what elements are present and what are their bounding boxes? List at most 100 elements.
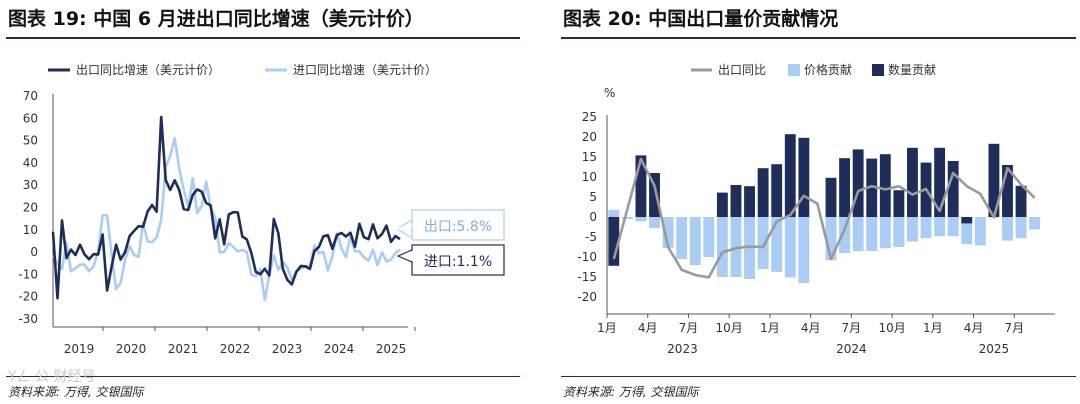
right-y-tick-label: -10 — [577, 250, 597, 264]
legend-import-label: 进口同比增速（美元计价） — [293, 63, 437, 77]
left-y-tick-label: 0 — [30, 245, 38, 259]
volume-contribution-bar — [934, 147, 946, 217]
legend-export-label: 出口同比增速（美元计价） — [76, 63, 220, 77]
volume-contribution-bar — [988, 143, 1000, 217]
right-bars — [608, 134, 1041, 283]
price-contribution-bar — [730, 217, 742, 277]
price-contribution-bar — [771, 217, 783, 272]
volume-contribution-bar — [771, 164, 783, 217]
volume-contribution-bar — [1002, 165, 1013, 217]
left-y-tick-label: -30 — [18, 312, 38, 326]
price-contribution-bar — [608, 209, 620, 217]
volume-contribution-bar — [608, 217, 620, 266]
price-contribution-bar — [825, 217, 837, 261]
volume-contribution-bar — [757, 168, 769, 217]
left-y-tick-label: 40 — [23, 156, 38, 170]
left-x-tick-label: 2025 — [376, 342, 407, 356]
price-contribution-bar — [1015, 217, 1027, 239]
price-contribution-bar — [649, 217, 660, 229]
left-x-tick-label: 2021 — [168, 342, 199, 356]
right-x-tick-label: 7月 — [1004, 321, 1024, 335]
right-y-tick-label: 0 — [589, 210, 597, 224]
volume-contribution-bar — [839, 158, 851, 217]
right-source-rule — [561, 376, 1076, 377]
legend-price-label: 价格贡献 — [804, 62, 852, 77]
price-contribution-bar — [839, 217, 851, 253]
left-x-tick-label: 2020 — [116, 342, 147, 356]
left-y-tick-label: 70 — [23, 89, 38, 103]
right-y-tick-label: -15 — [577, 270, 597, 284]
left-legend: 出口同比增速（美元计价） 进口同比增速（美元计价） — [48, 63, 437, 77]
legend-volume-label: 数量贡献 — [888, 62, 936, 77]
price-contribution-bar — [866, 217, 878, 251]
volume-contribution-bar — [744, 186, 755, 217]
volume-contribution-bar — [730, 185, 742, 217]
right-x-tick-label: 10月 — [878, 321, 905, 335]
right-y-tick-label: -5 — [585, 230, 597, 244]
left-y-tick-label: 50 — [23, 134, 38, 148]
right-year-label: 2024 — [836, 342, 867, 356]
volume-contribution-bar — [947, 161, 959, 217]
export-callout-text: 出口:5.8% — [424, 219, 492, 235]
price-contribution-bar — [757, 217, 769, 269]
volume-contribution-bar — [907, 147, 918, 217]
import-callout: 进口:1.1% — [396, 244, 505, 276]
price-contribution-bar — [744, 217, 755, 279]
volume-contribution-bar — [893, 190, 905, 217]
right-x-tick-label: 1月 — [597, 321, 617, 335]
price-contribution-bar — [784, 217, 796, 278]
price-contribution-bar — [974, 217, 986, 246]
price-contribution-bar — [662, 217, 674, 249]
watermark: Yㄥ 公 财经号 — [8, 369, 96, 385]
volume-contribution-bar — [798, 137, 810, 217]
left-line-chart: 出口同比增速（美元计价） 进口同比增速（美元计价） -30 -20 -10 0 10 20 3… — [18, 63, 505, 356]
right-x-tick-label: 10月 — [716, 321, 743, 335]
left-panel-title: 图表 19: 中国 6 月进出口同比增速（美元计价） — [8, 8, 424, 30]
right-x-tick-label: 7月 — [679, 321, 699, 335]
price-contribution-bar — [920, 217, 932, 239]
left-title-rule — [6, 37, 520, 39]
right-x-tick-label: 1月 — [760, 321, 780, 335]
left-y-tick-label: 10 — [23, 223, 38, 237]
right-title-rule — [561, 37, 1076, 39]
right-y-tick-label: -20 — [577, 290, 597, 304]
volume-contribution-bar — [866, 158, 878, 217]
left-x-tick-label: 2019 — [64, 342, 95, 356]
left-y-tick-label: -20 — [18, 290, 38, 304]
right-x-tick-label: 4月 — [801, 321, 821, 335]
price-contribution-bar — [703, 217, 715, 257]
volume-contribution-bar — [879, 154, 891, 217]
volume-contribution-bar — [961, 217, 973, 224]
left-lines — [51, 115, 401, 302]
volume-contribution-bar — [852, 149, 864, 217]
left-y-tick-label: 30 — [23, 178, 38, 192]
price-contribution-bar — [934, 217, 946, 237]
price-contribution-bar — [961, 217, 973, 245]
price-contribution-bar — [716, 217, 728, 277]
left-x-tick-label: 2024 — [324, 342, 355, 356]
price-contribution-bar — [907, 217, 918, 242]
volume-contribution-bar — [635, 155, 647, 217]
price-contribution-bar — [893, 217, 905, 247]
export-growth-line — [51, 115, 401, 300]
right-y-tick-label: 5 — [589, 190, 597, 204]
left-y-tick-label: 60 — [23, 111, 38, 125]
legend-export-yoy-label: 出口同比 — [718, 63, 766, 77]
left-y-tick-label: 20 — [23, 201, 38, 215]
left-x-tick-label: 2023 — [272, 342, 303, 356]
right-legend: 出口同比 价格贡献 数量贡献 — [691, 62, 936, 77]
price-contribution-bar — [947, 217, 959, 237]
right-unit-label: % — [604, 86, 615, 100]
right-x-tick-label: 4月 — [638, 321, 658, 335]
price-contribution-bar — [676, 217, 688, 259]
legend-price-swatch — [788, 64, 800, 76]
left-x-tick-label: 2022 — [220, 342, 251, 356]
price-contribution-bar — [852, 217, 864, 251]
left-source-rule — [6, 376, 520, 377]
price-contribution-bar — [621, 217, 633, 219]
price-contribution-bar — [689, 217, 701, 265]
right-source-text: 资料来源: 万得, 交银国际 — [563, 385, 699, 399]
right-y-tick-label: 20 — [582, 130, 597, 144]
price-contribution-bar — [1002, 217, 1013, 241]
